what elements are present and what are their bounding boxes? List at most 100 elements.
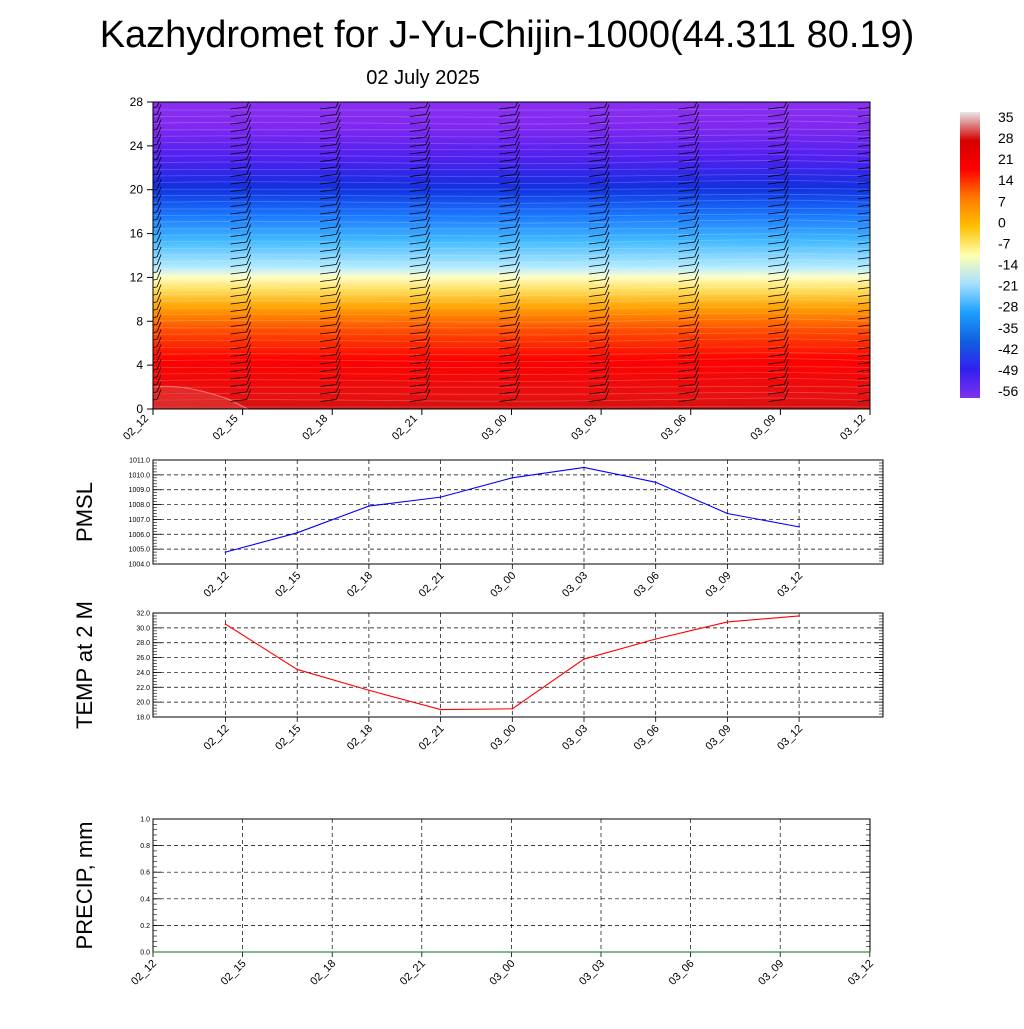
x-tick-label: 02_12 bbox=[202, 570, 232, 600]
pmsl-point bbox=[798, 526, 800, 528]
x-tick-label: 03_03 bbox=[569, 413, 599, 443]
y-tick-label: 32.0 bbox=[136, 611, 150, 618]
colorbar-label: -7 bbox=[998, 235, 1011, 251]
colorbar-label: 0 bbox=[998, 214, 1006, 230]
temp-2m-point bbox=[726, 621, 729, 623]
y-axis-label: PRECIP, mm bbox=[72, 822, 97, 950]
x-tick-label: 03_00 bbox=[487, 958, 517, 988]
x-tick-label: 03_06 bbox=[632, 570, 662, 600]
x-tick-label: 03_06 bbox=[659, 413, 689, 443]
temperature-field bbox=[153, 102, 870, 409]
y-tick-label: 20.0 bbox=[136, 700, 150, 707]
warm-core bbox=[153, 385, 249, 409]
y-tick-label: 0 bbox=[136, 402, 143, 416]
y-tick-label: 18.0 bbox=[136, 715, 150, 722]
cross-section-panel: 0 4 8 12 16 20 24 28 02_12 02_15 02_18 02_21 03_00 03… bbox=[121, 95, 871, 443]
y-tick-label: 20 bbox=[130, 183, 144, 197]
y-tick-label: 1011.0 bbox=[129, 458, 150, 465]
pmsl-point bbox=[511, 477, 514, 479]
y-tick-label: 1009.0 bbox=[129, 487, 151, 494]
x-tick-label: 02_15 bbox=[219, 958, 249, 988]
precip-point bbox=[689, 951, 692, 953]
precip-point bbox=[421, 951, 423, 953]
x-tick-label: 03_09 bbox=[756, 958, 786, 988]
x-tick-label: 03_00 bbox=[480, 413, 510, 443]
x-tick-label: 02_18 bbox=[308, 958, 338, 988]
pmsl-point bbox=[296, 532, 299, 534]
x-tick-label: 02_15 bbox=[211, 413, 241, 443]
precip-point bbox=[779, 951, 781, 953]
y-tick-label: 0.0 bbox=[140, 950, 150, 957]
temp-2m-point bbox=[654, 638, 657, 640]
x-tick-label: 03_03 bbox=[560, 723, 590, 753]
line-panels: 1004.0 1005.0 1006.0 1007.0 1008.0 1009.0 1010… bbox=[72, 458, 884, 988]
y-tick-label: 0.4 bbox=[140, 896, 150, 903]
y-tick-label: 1005.0 bbox=[129, 547, 151, 554]
colorbar-label: -35 bbox=[998, 320, 1018, 336]
temp-2m-point bbox=[439, 708, 442, 711]
colorbar-label: 21 bbox=[998, 151, 1014, 167]
x-tick-label: 03_09 bbox=[703, 570, 733, 600]
x-tick-label: 03_12 bbox=[775, 723, 805, 753]
y-tick-label: 0.8 bbox=[140, 843, 150, 850]
y-axis-label: TEMP at 2 M bbox=[72, 601, 97, 729]
x-tick-label: 03_00 bbox=[488, 723, 518, 753]
x-tick-label: 03_12 bbox=[838, 413, 868, 443]
wind-barbs bbox=[153, 102, 870, 402]
y-tick-label: 26.0 bbox=[136, 655, 150, 662]
y-tick-label: 1010.0 bbox=[129, 472, 151, 479]
y-tick-label: 0.2 bbox=[140, 923, 150, 930]
x-tick-label: 02_18 bbox=[345, 723, 375, 753]
x-tick-label: 02_15 bbox=[273, 723, 303, 753]
y-tick-label: 30.0 bbox=[136, 625, 150, 632]
pmsl-point bbox=[583, 466, 585, 469]
temp-2m-point bbox=[583, 658, 585, 660]
colorbar-label: -56 bbox=[998, 383, 1018, 399]
x-tick-label: 03_03 bbox=[560, 570, 590, 600]
pmsl-point bbox=[654, 481, 657, 484]
chart-title: Kazhydromet for J-Yu-Chijin-1000(44.311 … bbox=[100, 14, 915, 56]
x-tick-label: 02_21 bbox=[417, 723, 447, 753]
colorbar-legend: 35 28 21 14 7 0 -7 -14 -21 -28 -35 -42 -49 -56 bbox=[960, 109, 1018, 399]
y-tick-label: 22.0 bbox=[136, 685, 150, 692]
chart-date: 02 July 2025 bbox=[366, 67, 479, 89]
y-tick-label: 1006.0 bbox=[129, 532, 151, 539]
y-tick-label: 12 bbox=[130, 270, 144, 284]
temp-2m-point bbox=[511, 708, 514, 710]
x-tick-label: 02_21 bbox=[417, 570, 447, 600]
x-tick-label: 02_12 bbox=[129, 958, 159, 988]
x-tick-label: 02_21 bbox=[390, 413, 420, 443]
y-tick-label: 28 bbox=[130, 95, 144, 109]
y-tick-label: 1007.0 bbox=[129, 517, 151, 524]
x-tick-label: 03_12 bbox=[846, 958, 876, 988]
x-tick-label: 03_12 bbox=[775, 570, 805, 600]
x-tick-label: 03_09 bbox=[748, 413, 778, 443]
panel-frame bbox=[152, 612, 884, 718]
panel-frame bbox=[152, 459, 884, 565]
temp-2m-point bbox=[368, 689, 370, 692]
temp-2m-panel: 18.0 20.0 22.0 24.0 26.0 28.0 30.0 32.0 02_12 02_… bbox=[72, 601, 884, 753]
x-tick-label: 02_18 bbox=[345, 570, 375, 600]
precip-panel: 0.0 0.2 0.4 0.6 0.8 1.0 02_12 02_15 02_18 02_21 03… bbox=[72, 817, 876, 988]
temp-2m-point bbox=[798, 615, 800, 617]
colorbar-label: -28 bbox=[998, 299, 1018, 315]
colorbar-label: 35 bbox=[998, 109, 1014, 125]
x-tick-label: 02_18 bbox=[300, 413, 330, 443]
precip-point bbox=[510, 951, 513, 953]
precip-point bbox=[152, 951, 154, 953]
y-tick-label: 1008.0 bbox=[129, 502, 151, 509]
pmsl-point bbox=[726, 512, 729, 515]
x-tick-label: 03_06 bbox=[632, 723, 662, 753]
x-tick-label: 02_12 bbox=[121, 413, 151, 443]
x-tick-label: 03_09 bbox=[703, 723, 733, 753]
x-tick-label: 02_21 bbox=[398, 958, 428, 988]
precip-point bbox=[331, 951, 334, 953]
colorbar-label: 14 bbox=[998, 172, 1014, 188]
pmsl-point bbox=[224, 551, 227, 553]
x-tick-label: 03_03 bbox=[577, 958, 607, 988]
precip-point bbox=[241, 951, 244, 953]
x-tick-label: 02_15 bbox=[273, 570, 303, 600]
y-tick-label: 24.0 bbox=[136, 670, 150, 677]
